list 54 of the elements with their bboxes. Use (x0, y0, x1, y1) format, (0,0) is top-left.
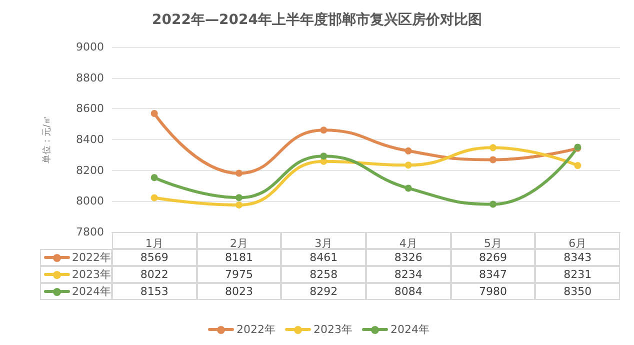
point (150, 194, 158, 202)
y-tick-label: 8200 (76, 164, 104, 177)
data-label: 8347 (450, 266, 536, 283)
x-tick-label: 4月 (399, 237, 418, 250)
point (490, 144, 496, 152)
text: 2023年 (314, 323, 352, 336)
point (574, 162, 582, 170)
legend-label: 2024年 (72, 284, 111, 299)
text: 2024年 (390, 323, 430, 336)
data-label: 8181 (196, 249, 282, 266)
y-tick-label: 7800 (76, 226, 104, 238)
data-label: 8350 (535, 283, 620, 300)
data-label: 8231 (535, 266, 620, 283)
data-label: 8022 (112, 266, 197, 283)
data-label: 8326 (366, 249, 451, 266)
y-tick-label: 8800 (76, 71, 104, 84)
data-label: 8292 (281, 283, 366, 300)
y-tick-label: 8400 (76, 133, 104, 146)
data-label: 8023 (196, 283, 282, 300)
data-label: 8153 (112, 283, 197, 300)
x-tick-label: 2月 (230, 237, 248, 250)
point (236, 194, 242, 202)
data-label: 8343 (535, 249, 620, 266)
point (404, 162, 412, 169)
point (320, 152, 328, 160)
y-tick-label: 8600 (76, 102, 104, 116)
y-tick-label: 8000 (76, 194, 104, 208)
data-label: 8461 (281, 249, 366, 266)
data-label: 8258 (281, 266, 366, 283)
data-label: 8084 (366, 283, 451, 300)
text: 2022年 (236, 323, 276, 336)
legend-label: 2023年 (72, 267, 111, 282)
x-tick-label: 6月 (568, 237, 587, 250)
data-label: 8569 (112, 249, 197, 266)
point (404, 147, 412, 154)
data-label: 7975 (196, 266, 282, 283)
data-label: 8234 (366, 266, 451, 283)
point (490, 156, 496, 164)
legend-label: 2022年 (72, 250, 111, 265)
y-axis-title: 单位：元/㎡ (42, 115, 52, 164)
point (236, 170, 242, 177)
point (320, 126, 328, 134)
x-tick-label: 5月 (484, 237, 502, 250)
point (236, 202, 242, 209)
data-label: 8269 (450, 249, 536, 266)
point (404, 184, 412, 192)
x-tick-label: 3月 (314, 237, 333, 250)
point (490, 200, 496, 208)
data-label: 7980 (450, 283, 536, 300)
y-tick-label: 9000 (76, 40, 104, 54)
point (150, 174, 158, 182)
chart-title: 2022年—2024年上半年度邯郸市复兴区房价对比图 (152, 11, 482, 28)
x-tick-label: 1月 (145, 237, 164, 250)
point (150, 110, 158, 117)
